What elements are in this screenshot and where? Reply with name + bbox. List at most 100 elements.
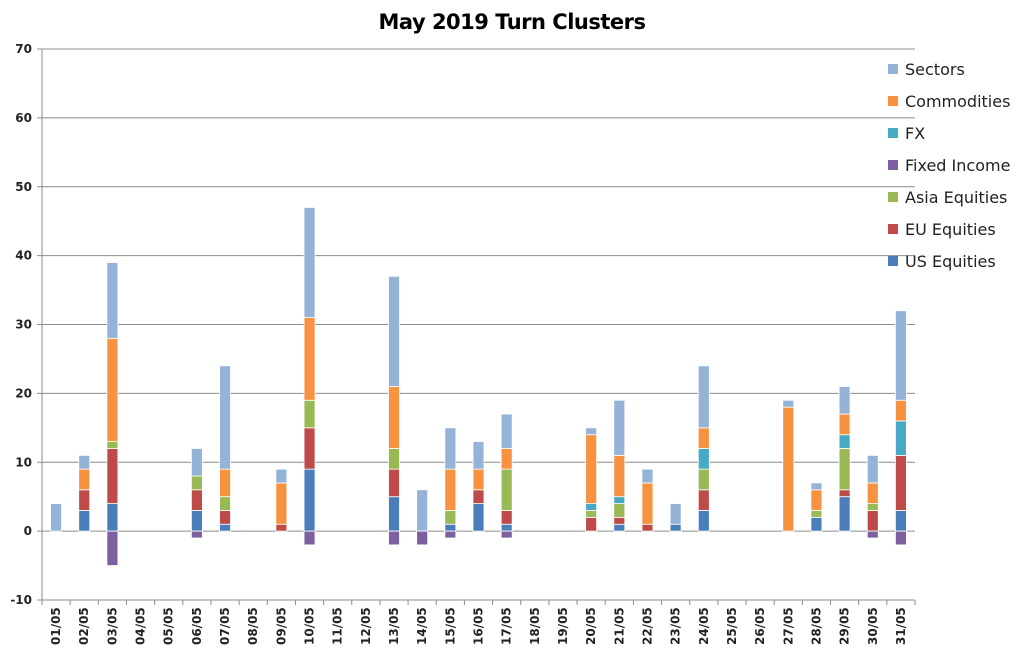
- y-tick-label: -10: [10, 593, 32, 607]
- bar-segment: [78, 468, 91, 491]
- legend-label: Commodities: [905, 91, 1011, 111]
- bar-segment: [895, 530, 907, 546]
- bar-segment: [219, 468, 231, 498]
- bar-segment: [866, 530, 879, 539]
- x-tick-label: 28/05: [809, 607, 823, 645]
- bar-segment: [669, 523, 682, 532]
- x-tick-label: 17/05: [500, 607, 514, 645]
- x-tick-label: 13/05: [387, 607, 401, 645]
- x-tick-label: 22/05: [640, 607, 654, 645]
- bar-segment: [444, 468, 457, 511]
- legend-label: Fixed Income: [905, 155, 1011, 175]
- y-tick-label: 10: [15, 455, 32, 469]
- bar-segment: [190, 489, 203, 511]
- bar-segment: [190, 530, 203, 539]
- bar-segment: [106, 503, 119, 532]
- bar-segment: [782, 406, 795, 532]
- bar-segment: [866, 454, 879, 484]
- chart-legend: Sectors Commodities FX Fixed Income Asia…: [888, 53, 1010, 277]
- x-tick-label: 19/05: [556, 607, 570, 645]
- bar-segment: [838, 413, 851, 436]
- y-tick-label: 40: [15, 249, 32, 263]
- x-tick-label: 06/05: [190, 607, 204, 645]
- legend-item-asia-equities: Asia Equities: [888, 181, 1010, 213]
- x-tick-label: 02/05: [77, 607, 91, 645]
- bar-segment: [641, 482, 654, 525]
- y-tick-label: 20: [15, 386, 32, 400]
- bar-segment: [613, 516, 626, 525]
- bar-segment: [388, 386, 400, 449]
- x-tick-label: 07/05: [218, 607, 232, 645]
- bar-segment: [388, 275, 400, 387]
- bar-segment: [697, 427, 710, 449]
- bar-segment: [190, 448, 203, 477]
- bar-segment: [895, 454, 907, 511]
- legend-swatch-fixed-income: [888, 160, 898, 170]
- bar-segment: [388, 448, 400, 470]
- bar-segment: [303, 530, 316, 546]
- bar-segment: [866, 482, 879, 504]
- bar-segment: [641, 468, 654, 484]
- x-tick-label: 12/05: [359, 607, 373, 645]
- bar-segment: [472, 503, 485, 532]
- y-tick-label: 50: [15, 180, 32, 194]
- bar-segment: [303, 207, 316, 319]
- bar-segment: [416, 489, 429, 532]
- x-tick-label: 25/05: [725, 607, 739, 645]
- bar-segment: [190, 510, 203, 532]
- x-tick-label: 03/05: [105, 607, 119, 645]
- x-tick-label: 14/05: [415, 607, 429, 645]
- bar-segment: [697, 489, 710, 511]
- bar-segment: [613, 503, 626, 518]
- legend-item-eu-equities: EU Equities: [888, 213, 1010, 245]
- x-tick-label: 04/05: [134, 607, 148, 645]
- bar-segment: [895, 510, 907, 532]
- bar-series: [50, 207, 907, 566]
- bar-segment: [585, 427, 598, 436]
- legend-swatch-fx: [888, 128, 898, 138]
- y-tick-label: 70: [15, 42, 32, 56]
- legend-item-fixed-income: Fixed Income: [888, 149, 1010, 181]
- x-tick-label: 24/05: [697, 607, 711, 645]
- bar-segment: [810, 489, 823, 511]
- bar-segment: [500, 468, 513, 511]
- bar-segment: [275, 468, 288, 484]
- y-tick-label: 0: [24, 524, 32, 538]
- x-tick-label: 31/05: [894, 607, 908, 645]
- bar-segment: [613, 496, 626, 504]
- bar-segment: [444, 530, 457, 539]
- bar-segment: [190, 475, 203, 491]
- chart-title: May 2019 Turn Clusters: [378, 10, 646, 34]
- x-tick-label: 30/05: [866, 607, 880, 645]
- bar-segment: [219, 365, 231, 470]
- x-axis: 01/05 02/05 03/05 04/05 05/05 06/05 07/05 08/05…: [41, 599, 916, 645]
- bar-segment: [697, 365, 710, 429]
- x-tick-label: 10/05: [303, 607, 317, 645]
- bar-segment: [472, 489, 485, 504]
- x-tick-label: 16/05: [472, 607, 486, 645]
- x-tick-label: 15/05: [443, 607, 457, 645]
- x-tick-label: 26/05: [753, 607, 767, 645]
- x-tick-label: 18/05: [528, 607, 542, 645]
- bar-segment: [810, 516, 823, 532]
- bar-segment: [782, 399, 795, 408]
- bar-segment: [472, 441, 485, 470]
- legend-item-fx: FX: [888, 117, 1010, 149]
- bar-segment: [866, 510, 879, 532]
- bar-segment: [500, 413, 513, 449]
- x-tick-label: 08/05: [246, 607, 260, 645]
- x-tick-label: 21/05: [612, 607, 626, 645]
- bar-segment: [613, 399, 626, 456]
- bar-segment: [810, 482, 823, 491]
- bar-segment: [219, 523, 231, 532]
- bar-segment: [838, 434, 851, 449]
- legend-swatch-us-equities: [888, 256, 898, 266]
- legend-swatch-sectors: [888, 64, 898, 74]
- legend-item-us-equities: US Equities: [888, 245, 1010, 277]
- legend-label: US Equities: [905, 251, 996, 271]
- bar-segment: [613, 454, 626, 498]
- bar-segment: [444, 510, 457, 525]
- bar-segment: [303, 427, 316, 470]
- bar-segment: [697, 510, 710, 532]
